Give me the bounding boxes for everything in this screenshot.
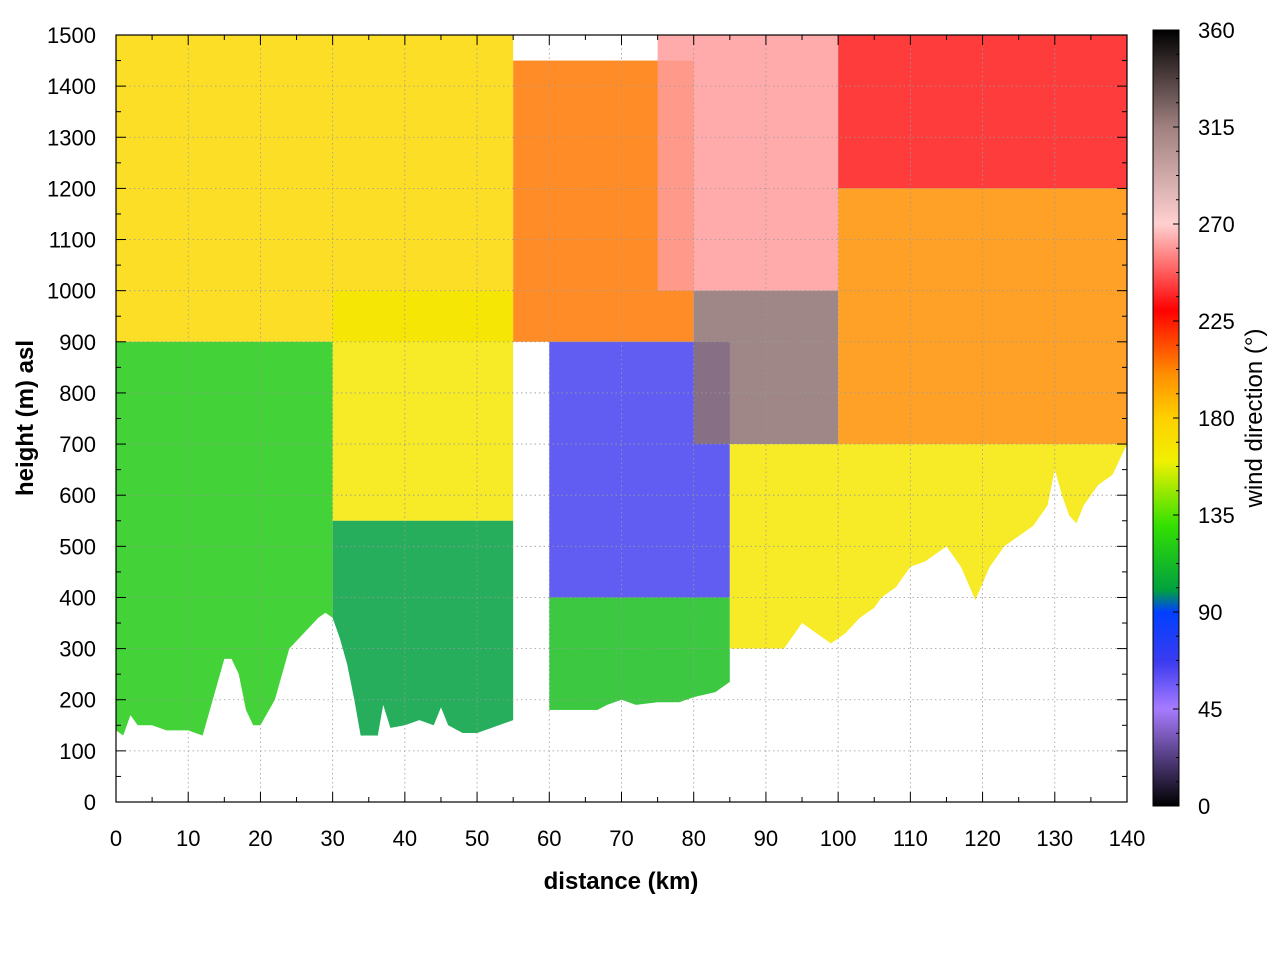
y-axis-title: height (m) asl — [12, 340, 39, 496]
x-tick-label: 60 — [537, 826, 561, 851]
x-tick-label: 140 — [1109, 826, 1146, 851]
x-axis-title: distance (km) — [544, 868, 699, 895]
y-tick-label: 1100 — [49, 228, 96, 253]
y-tick-label: 600 — [59, 483, 96, 508]
x-tick-label: 120 — [964, 826, 1001, 851]
colorbar-tick-label: 225 — [1198, 309, 1235, 334]
terrain-mask — [116, 444, 1127, 802]
colorbar-tick-label: 360 — [1198, 18, 1235, 43]
field-region-6 — [549, 597, 730, 710]
colorbar-tick-label: 0 — [1198, 794, 1210, 819]
x-tick-label: 10 — [176, 826, 200, 851]
x-axis: 0 10 20 30 40 50 60 70 80 90 100 110 120 130 140 — [110, 35, 1145, 851]
x-tick-label: 80 — [681, 826, 705, 851]
colorbar-tick-label: 135 — [1198, 503, 1235, 528]
colorbar-tick-label: 270 — [1198, 212, 1235, 237]
colorbar-tick-label: 180 — [1198, 406, 1235, 431]
x-tick-label: 20 — [248, 826, 272, 851]
x-tick-label: 90 — [754, 826, 778, 851]
colorbar-tick-label: 90 — [1198, 600, 1222, 625]
grid — [116, 35, 1127, 802]
y-tick-label: 400 — [59, 585, 96, 610]
y-tick-label: 1500 — [47, 23, 96, 48]
x-tick-label: 0 — [110, 826, 122, 851]
colorbar-title: wind direction (°) — [1241, 329, 1268, 509]
field-region-8 — [693, 290, 839, 445]
field-region-11 — [838, 188, 1127, 445]
x-tick-label: 130 — [1036, 826, 1073, 851]
y-tick-label: 100 — [59, 739, 96, 764]
y-tick-label: 900 — [59, 330, 96, 355]
y-tick-label: 200 — [59, 688, 96, 713]
terrain-profile — [116, 444, 1127, 802]
y-tick-label: 1200 — [47, 176, 96, 201]
colorbar-tick-label: 315 — [1198, 115, 1235, 140]
x-tick-label: 30 — [320, 826, 344, 851]
y-tick-label: 1000 — [47, 279, 96, 304]
x-tick-label: 40 — [393, 826, 417, 851]
y-tick-label: 800 — [59, 381, 96, 406]
field-region-7 — [657, 35, 839, 291]
colorbar: 0 45 90 135 180 225 270 315 360 — [1152, 18, 1235, 819]
y-tick-label: 0 — [84, 790, 96, 815]
x-tick-label: 110 — [893, 826, 928, 851]
y-tick-label: 1400 — [47, 74, 96, 99]
y-axis: 0 100 200 300 400 500 600 700 800 900 1000 1100 1200… — [47, 23, 1127, 815]
y-tick-label: 700 — [59, 432, 96, 457]
field-region-3 — [332, 520, 514, 736]
field-region-2 — [332, 290, 514, 521]
y-tick-label: 300 — [59, 637, 96, 662]
y-tick-label: 1300 — [47, 125, 96, 150]
y-tick-label: 500 — [59, 534, 96, 559]
colorbar-tick-label: 45 — [1198, 697, 1222, 722]
x-tick-label: 50 — [465, 826, 489, 851]
x-tick-label: 70 — [609, 826, 633, 851]
x-tick-label: 100 — [820, 826, 857, 851]
